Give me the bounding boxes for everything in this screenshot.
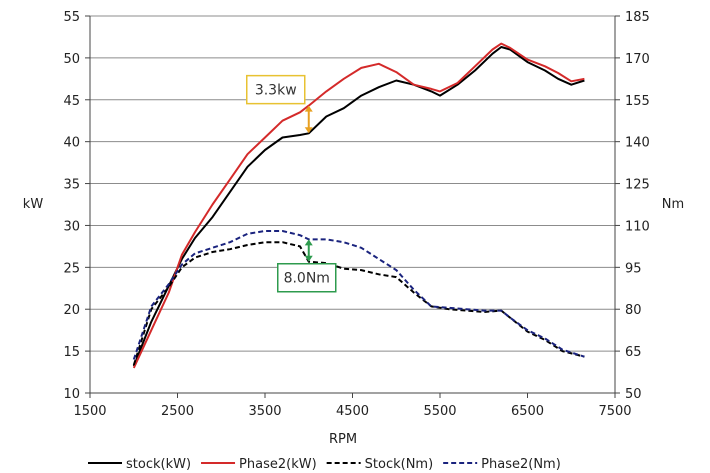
annotation-label-1: 3.3kw bbox=[255, 83, 297, 99]
tick-label-x-1500: 1500 bbox=[73, 404, 106, 419]
tick-label-right-140: 140 bbox=[625, 136, 650, 151]
tick-label-x-2500: 2500 bbox=[161, 404, 194, 419]
tick-label-right-50: 50 bbox=[625, 387, 642, 402]
tick-label-left-45: 45 bbox=[63, 94, 80, 109]
annotation-box-2 bbox=[277, 262, 337, 293]
tick-label-left-25: 25 bbox=[63, 261, 80, 276]
tick-label-right-110: 110 bbox=[625, 219, 650, 234]
tick-label-x-3500: 3500 bbox=[248, 404, 281, 419]
tick-label-x-6500: 6500 bbox=[511, 404, 544, 419]
axes-layer: 10 15 20 25 30 35 40 45 50 55 50 65 80 95 110 125 140 155… bbox=[63, 10, 649, 419]
annotation-box-1 bbox=[246, 74, 306, 105]
annotation-layer: 3.3kw 8.0Nm bbox=[246, 74, 337, 293]
tick-label-right-125: 125 bbox=[625, 178, 650, 193]
series-layer bbox=[132, 42, 585, 369]
tick-label-left-20: 20 bbox=[63, 303, 80, 318]
tick-label-left-35: 35 bbox=[63, 178, 80, 193]
tick-label-left-10: 10 bbox=[63, 387, 80, 402]
tick-label-right-185: 185 bbox=[625, 10, 650, 25]
annotation-label-2: 8.0Nm bbox=[284, 271, 330, 287]
series-line-3 bbox=[132, 241, 585, 366]
series-line-1 bbox=[132, 46, 585, 367]
annotation-arrowhead-up-1 bbox=[304, 105, 313, 112]
legend-label-2: Phase2(kW) bbox=[239, 457, 317, 472]
tick-label-right-155: 155 bbox=[625, 94, 650, 109]
series-line-4 bbox=[132, 230, 585, 360]
legend-label-4: Phase2(Nm) bbox=[481, 457, 561, 472]
tick-label-right-170: 170 bbox=[625, 52, 650, 67]
x-axis-title: RPM bbox=[329, 432, 357, 447]
y-axis-title-left: kW bbox=[23, 197, 44, 212]
tick-label-right-65: 65 bbox=[625, 345, 642, 360]
tick-label-x-5500: 5500 bbox=[423, 404, 456, 419]
legend: stock(kW) Phase2(kW) Stock(Nm) Phase2(Nm) bbox=[88, 457, 561, 472]
legend-label-1: stock(kW) bbox=[126, 457, 191, 472]
tick-label-left-50: 50 bbox=[63, 52, 80, 67]
tick-label-left-40: 40 bbox=[63, 136, 80, 151]
tick-label-right-95: 95 bbox=[625, 261, 642, 276]
tick-label-left-30: 30 bbox=[63, 219, 80, 234]
legend-label-3: Stock(Nm) bbox=[365, 457, 434, 472]
series-line-2 bbox=[132, 42, 585, 369]
annotation-arrowhead-up-2 bbox=[304, 239, 313, 246]
tick-label-left-15: 15 bbox=[63, 345, 80, 360]
tick-label-left-55: 55 bbox=[63, 10, 80, 25]
tick-label-x-7500: 7500 bbox=[598, 404, 631, 419]
tick-label-right-80: 80 bbox=[625, 303, 642, 318]
y-axis-title-right: Nm bbox=[662, 197, 684, 212]
annotation-arrowhead-down-1 bbox=[304, 127, 313, 134]
annotation-arrowhead-down-2 bbox=[304, 255, 313, 262]
tick-label-x-4500: 4500 bbox=[336, 404, 369, 419]
